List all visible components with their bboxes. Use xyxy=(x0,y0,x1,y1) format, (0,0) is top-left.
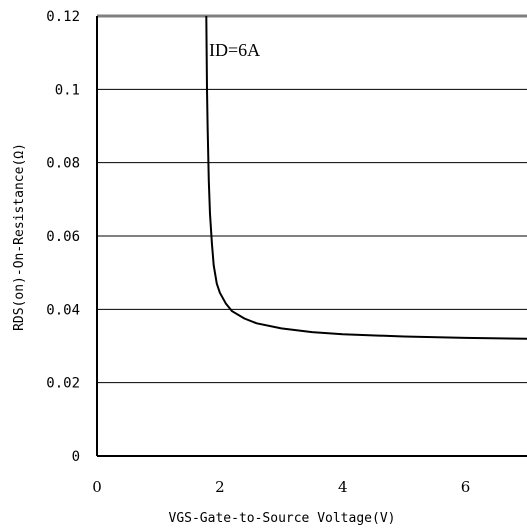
x-tick-label: 0 xyxy=(92,478,102,496)
y-tick-label: 0.12 xyxy=(46,9,80,25)
x-tick-labels: 0 2 4 6 xyxy=(92,478,470,496)
x-axis-label: VGS-Gate-to-Source Voltage(V) xyxy=(169,511,396,526)
x-tick-label: 4 xyxy=(338,478,348,496)
grid-lines xyxy=(97,14,527,384)
y-tick-label: 0.06 xyxy=(46,229,80,245)
y-tick-label: 0 xyxy=(72,449,80,465)
y-tick-label: 0.1 xyxy=(55,82,80,98)
y-tick-label: 0.02 xyxy=(46,376,80,392)
x-tick-label: 6 xyxy=(461,478,471,496)
y-tick-label: 0.04 xyxy=(46,302,80,318)
rds-curve xyxy=(205,15,527,340)
y-axis-label: RDS(on)-On-Resistance(Ω) xyxy=(12,143,27,331)
x-tick-label: 2 xyxy=(215,478,225,496)
y-tick-label: 0.08 xyxy=(46,156,80,172)
current-annotation: ID=6A xyxy=(209,40,260,60)
y-tick-labels: 0 0.02 0.04 0.06 0.08 0.1 0.12 xyxy=(46,9,80,465)
plot-area xyxy=(205,15,527,340)
